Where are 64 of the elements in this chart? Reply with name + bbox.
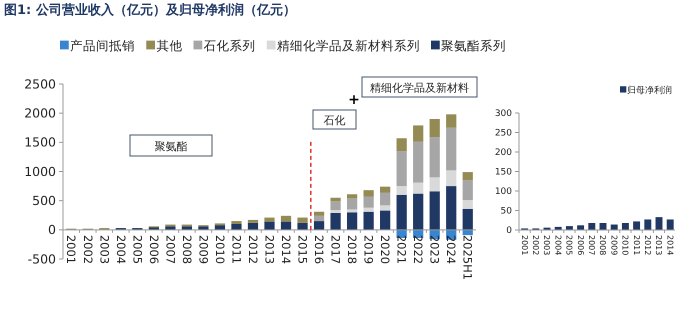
y-tick-label: 100	[494, 187, 512, 198]
x-tick-label: 2009	[609, 235, 618, 256]
x-tick-label: 2007	[587, 235, 596, 256]
x-tick-label: 2013	[262, 234, 276, 264]
x-tick-label: 2023	[428, 234, 442, 264]
x-tick-label: 2012	[246, 234, 260, 264]
y-tick-label: 1500	[24, 134, 56, 150]
y-tick-label: 1000	[24, 164, 56, 179]
x-tick-label: 2003	[542, 235, 552, 256]
x-tick-label: 2002	[80, 234, 95, 264]
chart-title: 图1: 公司营业收入（亿元）及归母净利润（亿元）	[4, 2, 296, 18]
x-tick-label: 2019	[362, 234, 376, 264]
x-tick-label: 2006	[146, 234, 161, 264]
x-tick-label: 2018	[345, 234, 360, 264]
x-tick-label: 2021	[394, 234, 409, 264]
x-tick-label: 2008	[180, 234, 194, 264]
legend-label: 精细化学品及新材料系列	[276, 38, 420, 53]
x-tick-label: 2017	[328, 234, 343, 264]
x-tick-label: 2005	[130, 234, 144, 264]
x-tick-label: 2004	[114, 234, 128, 264]
legend-label: 其他	[156, 38, 182, 53]
x-tick-label: 2012	[643, 235, 652, 256]
x-tick-label: 2008	[598, 235, 608, 256]
x-tick-label: 2016	[312, 234, 326, 264]
legend-label: 产品间抵销	[70, 38, 135, 53]
y-tick-label: 0	[506, 226, 512, 236]
x-tick-label: 2024	[444, 234, 458, 264]
y-tick-label: 500	[32, 193, 56, 208]
legend-label: 石化系列	[204, 38, 256, 53]
x-tick-label: 2013	[654, 235, 664, 256]
y-tick-label: 250	[494, 128, 512, 139]
x-tick-label: 2015	[296, 234, 310, 264]
y-tick-label: -500	[28, 251, 56, 266]
x-tick-label: 2011	[229, 234, 244, 264]
x-tick-label: 2020	[378, 234, 392, 264]
x-tick-label: 2010	[212, 234, 227, 264]
y-tick-label: 200	[494, 148, 512, 158]
x-tick-label: 2002	[531, 235, 540, 256]
x-tick-label: 2001	[520, 235, 529, 256]
x-tick-label: 2011	[632, 235, 641, 256]
annotation: 精细化学品及新材料	[370, 82, 469, 94]
x-tick-label: 2006	[576, 235, 585, 256]
x-tick-label: 2001	[64, 234, 78, 264]
y-tick-label: 300	[494, 109, 512, 120]
x-tick-label: 2010	[620, 235, 630, 256]
x-tick-label: 2025H1	[460, 234, 475, 280]
y-tick-label: 2500	[24, 76, 56, 92]
x-tick-label: 2004	[553, 235, 562, 256]
x-tick-label: 2014	[665, 235, 674, 256]
x-tick-label: 2003	[97, 234, 112, 264]
y-tick-label: 0	[48, 222, 56, 238]
x-tick-label: 2005	[564, 235, 574, 256]
annotation: 石化	[324, 114, 346, 127]
y-tick-label: 2000	[24, 106, 56, 121]
y-tick-label: 50	[500, 206, 512, 217]
annotation: +	[348, 92, 360, 108]
x-tick-label: 2022	[411, 234, 426, 264]
legend-label: 聚氨酯系列	[441, 38, 506, 53]
x-tick-label: 2009	[196, 234, 210, 264]
x-tick-label: 2007	[163, 234, 178, 264]
legend-label: 归母净利润	[627, 85, 672, 96]
x-tick-label: 2014	[278, 234, 293, 264]
y-tick-label: 150	[494, 168, 512, 178]
annotation: 聚氨酯	[154, 140, 188, 153]
